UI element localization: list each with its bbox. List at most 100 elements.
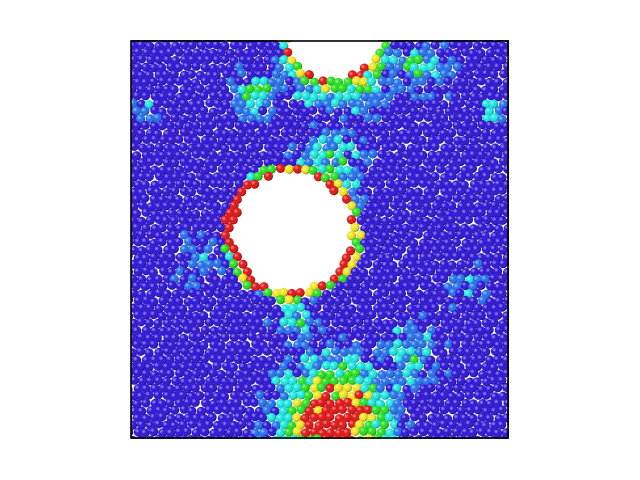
particle-shading [490, 420, 500, 430]
particle-shading [317, 281, 327, 291]
particle-shading [497, 289, 507, 299]
particle-shading [275, 368, 285, 378]
particle-shading [325, 164, 335, 174]
particle-shading [312, 288, 322, 298]
particle-shading [305, 287, 315, 297]
particle-shading [263, 114, 273, 124]
particle-shading [208, 150, 218, 160]
particle-shading [169, 127, 179, 137]
particle-shading [461, 311, 471, 321]
particle-shading [216, 208, 226, 218]
particle-shading [266, 382, 276, 393]
particle-shading [301, 398, 311, 408]
particle-shading [196, 113, 206, 123]
particle-shading [154, 54, 164, 64]
particle-shading [183, 134, 193, 144]
particle-shading [406, 404, 416, 414]
particle-shading [195, 83, 205, 93]
particle-shading [145, 143, 155, 153]
particle-shading [440, 173, 450, 183]
particle-shading [237, 171, 247, 181]
particle-shading [417, 339, 427, 349]
particle-shading [385, 398, 395, 408]
particle-shading [179, 171, 189, 181]
particle-shading [228, 215, 238, 225]
particle-shading [465, 405, 475, 415]
particle-shading [414, 112, 424, 122]
particle-shading [497, 375, 507, 385]
particle-shading [259, 135, 269, 145]
particle-shading [346, 215, 357, 225]
particle-shading [259, 295, 269, 305]
particle-shading [174, 354, 184, 364]
particle-shading [232, 397, 242, 407]
particle-shading [304, 332, 314, 342]
particle-shading [342, 179, 352, 190]
particle-shading [268, 106, 278, 116]
particle-shading [413, 200, 423, 210]
particle-shading [169, 244, 179, 254]
particle-shading [303, 391, 314, 401]
particle-shading [236, 68, 247, 79]
particle-shading [427, 208, 437, 218]
particle-shading [264, 142, 274, 152]
particle-shading [396, 288, 406, 298]
particle-shading [217, 193, 227, 203]
particle-shading [257, 398, 268, 408]
particle-shading [414, 215, 424, 225]
particle-shading [141, 355, 151, 365]
particle-shading [448, 40, 458, 49]
particle-shading [216, 426, 226, 436]
particle-shading [456, 143, 466, 153]
particle-shading [333, 383, 343, 393]
particle-shading [325, 339, 335, 349]
particle-shading [291, 120, 301, 130]
particle-shading [498, 391, 508, 401]
particle-shading [165, 325, 175, 336]
particle-shading [149, 252, 159, 262]
particle-shading [461, 91, 471, 101]
particle-shading [254, 420, 264, 430]
particle-shading [279, 55, 289, 65]
particle-shading [481, 362, 491, 372]
particle-shading [492, 428, 503, 438]
particle-shading [145, 245, 155, 255]
particle-shading [350, 106, 361, 116]
particle-shading [317, 412, 327, 422]
particle-shading [225, 48, 235, 58]
particle-shading [444, 48, 454, 58]
particle-shading [414, 303, 424, 313]
particle-shading [165, 354, 175, 365]
particle-shading [320, 173, 330, 183]
particle-shading [199, 149, 209, 159]
particle-shading [141, 325, 151, 335]
particle-shading [263, 157, 273, 167]
particle-shading [342, 281, 352, 291]
particle-shading [464, 419, 474, 429]
particle-shading [394, 369, 404, 379]
particle-shading [401, 120, 411, 130]
particle-shading [141, 207, 151, 217]
particle-shading [276, 295, 286, 305]
particle-shading [385, 163, 395, 173]
particle-shading [188, 332, 198, 342]
particle-shading [232, 252, 242, 262]
particle-shading [267, 91, 277, 101]
particle-shading [174, 398, 185, 408]
particle-shading [358, 310, 368, 321]
particle-shading [373, 290, 383, 300]
particle-shading [355, 405, 365, 415]
particle-shading [331, 332, 341, 342]
particle-shading [171, 289, 181, 299]
particle-shading [301, 368, 311, 378]
particle-shading [367, 295, 377, 306]
particle-shading [456, 84, 466, 94]
particle-shading [377, 370, 387, 380]
particle-shading [346, 331, 356, 341]
particle-shading [304, 361, 314, 371]
particle-shading [154, 142, 164, 152]
particle-shading [443, 150, 453, 160]
particle-shading [250, 90, 260, 101]
particle-shading [393, 119, 403, 130]
particle-shading [304, 157, 314, 167]
